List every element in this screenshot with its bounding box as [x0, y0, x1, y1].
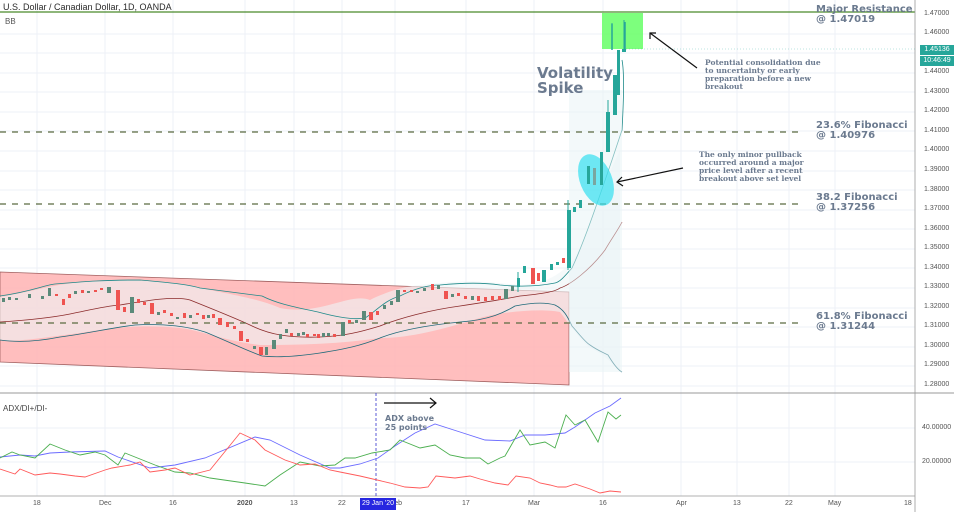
pullback-arrow — [616, 167, 684, 183]
di-minus-line — [0, 432, 622, 494]
consolidation-note: Potential consolidation due to uncertain… — [705, 58, 821, 91]
adx-tick: 20.00000 — [922, 458, 952, 465]
fibonacci-lines[interactable] — [0, 131, 800, 324]
consolidation-box[interactable] — [602, 13, 643, 49]
candles — [2, 20, 626, 355]
price-tick: 1.40000 — [924, 146, 950, 153]
time-tick: 13 — [733, 500, 741, 507]
adx-indicator-label[interactable]: ADX/DI+/DI- — [3, 404, 48, 413]
time-tick: 16 — [169, 500, 177, 507]
price-tick: 1.30000 — [924, 342, 950, 349]
price-tick: 1.31000 — [924, 322, 950, 329]
price-tick: 1.42000 — [924, 107, 950, 114]
chart-title: U.S. Dollar / Canadian Dollar, 1D, OANDA — [3, 2, 172, 12]
crosshair-date-badge: 29 Jan '20 — [360, 498, 396, 510]
fib-382-label: 38.2 Fibonacci @ 1.37256 — [816, 192, 898, 213]
price-tick: 1.36000 — [924, 225, 950, 232]
time-tick: 13 — [290, 500, 298, 507]
pullback-note: The only minor pullback occurred around … — [699, 150, 804, 183]
adx-note: ADX above 25 points — [385, 414, 435, 432]
time-tick: Dec — [99, 500, 112, 507]
adx-tick: 40.00000 — [922, 424, 952, 431]
annotation-arrows — [616, 32, 698, 187]
time-tick: May — [828, 500, 842, 507]
fib-236-label: 23.6% Fibonacci @ 1.40976 — [816, 120, 908, 141]
time-tick: 16 — [599, 500, 607, 507]
bb-indicator-label[interactable]: BB — [5, 17, 16, 26]
di-plus-line — [0, 411, 622, 487]
bollinger-band-fill — [0, 150, 620, 372]
price-tick: 1.44000 — [924, 68, 950, 75]
major-resistance-label: Major Resistance @ 1.47019 — [816, 4, 913, 25]
time-tick: 2020 — [237, 500, 253, 507]
last-price-badge: 1.45136 — [920, 45, 954, 55]
price-tick: 1.33000 — [924, 283, 950, 290]
time-tick: 18 — [904, 500, 912, 507]
price-tick: 1.32000 — [924, 303, 950, 310]
price-tick: 1.43000 — [924, 88, 950, 95]
price-tick: 1.34000 — [924, 264, 950, 271]
time-tick: 22 — [338, 500, 346, 507]
volatility-spike-label: Volatility Spike — [537, 64, 613, 97]
time-tick: 18 — [33, 500, 41, 507]
price-tick: 1.35000 — [924, 244, 950, 251]
consolidation-arrow — [649, 32, 698, 69]
price-tick: 1.38000 — [924, 186, 950, 193]
time-tick: Mar — [528, 500, 541, 507]
price-tick: 1.29000 — [924, 361, 950, 368]
time-tick: Apr — [676, 500, 687, 507]
time-tick: Feb — [390, 500, 403, 507]
price-tick: 1.41000 — [924, 127, 950, 134]
countdown-badge: 10:46:49 — [920, 56, 954, 66]
time-tick: 22 — [785, 500, 793, 507]
price-tick: 1.47000 — [924, 10, 950, 17]
breakout-shade — [569, 90, 622, 372]
adx-line — [0, 397, 622, 469]
fib-618-label: 61.8% Fibonacci @ 1.31244 — [816, 311, 908, 332]
price-tick: 1.46000 — [924, 29, 950, 36]
price-tick: 1.39000 — [924, 166, 950, 173]
price-tick: 1.28000 — [924, 381, 950, 388]
price-tick: 1.37000 — [924, 205, 950, 212]
time-tick: 17 — [462, 500, 470, 507]
